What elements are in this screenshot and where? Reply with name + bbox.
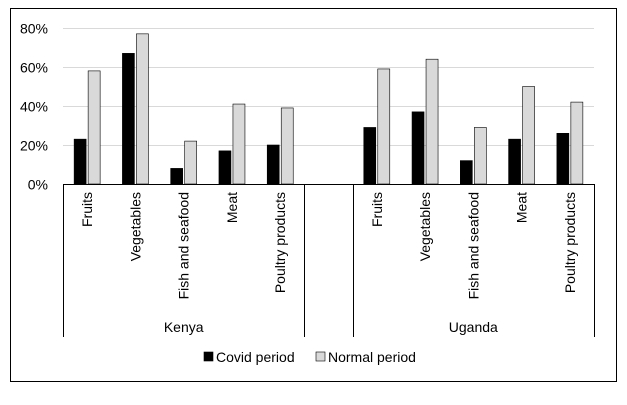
category-label: Fish and seafood bbox=[465, 192, 481, 299]
category-label: Meat bbox=[514, 192, 530, 223]
category-label: Fruits bbox=[369, 192, 385, 227]
bars bbox=[73, 33, 584, 185]
legend-label-covid: Covid period bbox=[216, 349, 295, 365]
category-label: Fish and seafood bbox=[176, 192, 192, 299]
category-label: Fruits bbox=[79, 192, 95, 227]
bar-normal-uganda-poultry-products bbox=[570, 101, 584, 185]
y-tick-label: 80% bbox=[20, 21, 48, 37]
bar-normal-uganda-fish-and-seafood bbox=[474, 127, 487, 185]
y-tick-label: 20% bbox=[20, 138, 48, 154]
bar-covid-uganda-meat bbox=[508, 138, 521, 185]
category-label: Vegetables bbox=[417, 192, 433, 261]
bar-covid-kenya-vegetables bbox=[122, 53, 135, 185]
category-label: Meat bbox=[224, 192, 240, 223]
y-tick-label: 0% bbox=[28, 177, 48, 193]
bar-normal-kenya-poultry-products bbox=[280, 107, 294, 185]
y-tick-label: 60% bbox=[20, 60, 48, 76]
bar-covid-kenya-fruits bbox=[73, 138, 87, 185]
bar-covid-uganda-poultry-products bbox=[556, 133, 570, 185]
category-label: Poultry products bbox=[562, 192, 578, 293]
legend-label-normal: Normal period bbox=[328, 349, 416, 365]
axes bbox=[63, 184, 595, 337]
bar-covid-kenya-meat bbox=[218, 150, 232, 185]
bar-covid-uganda-fish-and-seafood bbox=[460, 160, 473, 185]
bar-covid-kenya-fish-and-seafood bbox=[170, 168, 183, 185]
bar-normal-kenya-fish-and-seafood bbox=[184, 140, 197, 185]
bar-normal-kenya-fruits bbox=[87, 70, 101, 185]
bar-covid-kenya-poultry-products bbox=[266, 144, 280, 185]
category-label: Poultry products bbox=[272, 192, 288, 293]
bar-normal-kenya-vegetables bbox=[136, 33, 149, 185]
labels: 0% 20% 40% 60% 80% Fruits Vegetables Fish and s… bbox=[20, 21, 578, 336]
bar-normal-uganda-meat bbox=[522, 86, 535, 185]
category-label: Vegetables bbox=[127, 192, 143, 261]
group-label-uganda: Uganda bbox=[449, 319, 498, 335]
bar-covid-uganda-fruits bbox=[363, 127, 377, 185]
legend-swatch-covid bbox=[203, 351, 214, 362]
legend: Covid period Normal period bbox=[203, 349, 416, 365]
gridlines bbox=[63, 28, 594, 146]
legend-swatch-normal bbox=[315, 351, 326, 362]
bar-normal-kenya-meat bbox=[232, 103, 246, 185]
bar-normal-uganda-fruits bbox=[377, 68, 391, 185]
y-tick-label: 40% bbox=[20, 99, 48, 115]
bar-covid-uganda-vegetables bbox=[411, 111, 425, 185]
bar-normal-uganda-vegetables bbox=[425, 58, 439, 185]
group-label-kenya: Kenya bbox=[164, 319, 204, 335]
chart-border bbox=[10, 8, 617, 382]
